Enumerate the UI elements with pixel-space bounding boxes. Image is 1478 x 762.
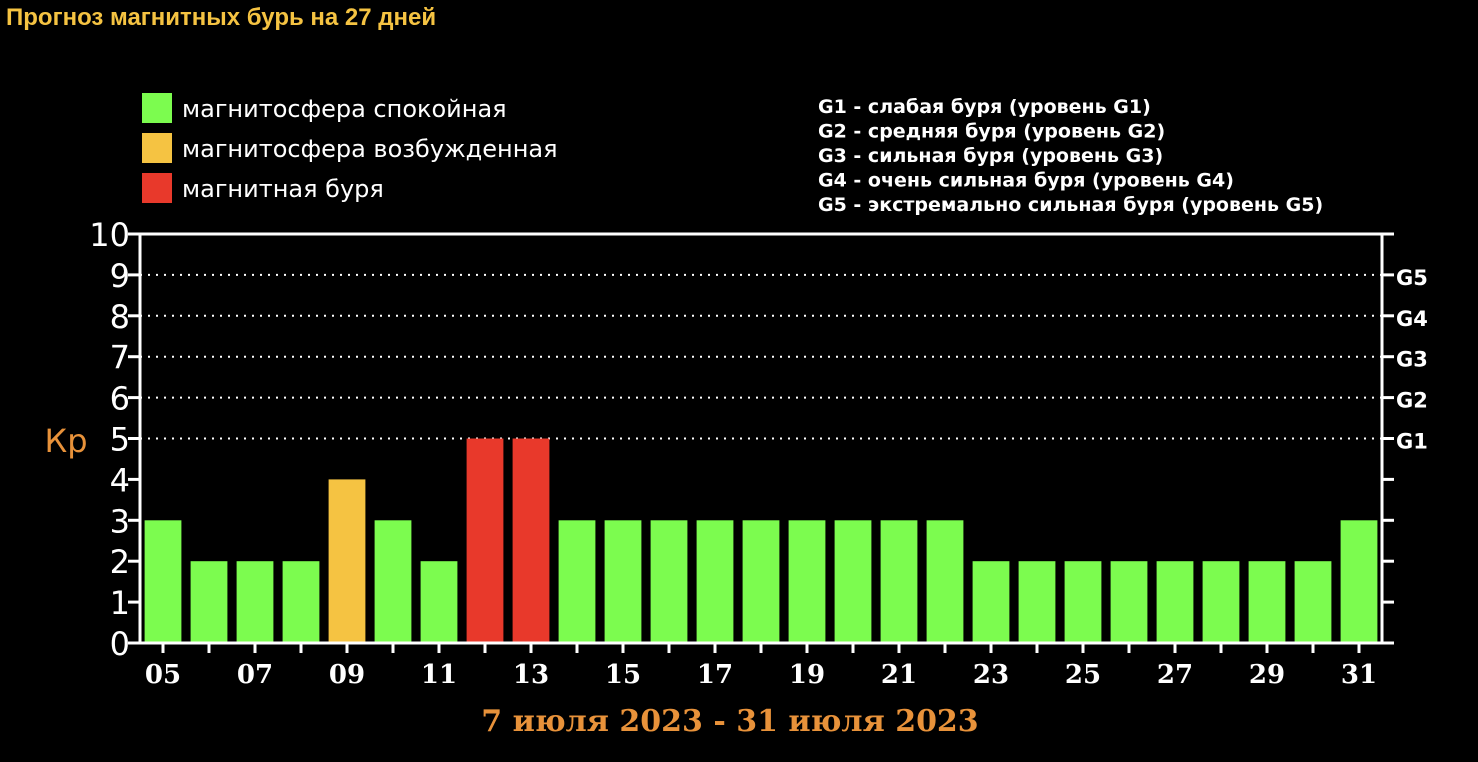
x-tick-label: 07 xyxy=(237,660,273,690)
y-tick-label: 1 xyxy=(110,584,130,622)
y-tick-label: 10 xyxy=(89,216,130,254)
bar-day-09 xyxy=(328,479,366,643)
x-tick-label: 11 xyxy=(421,660,457,690)
bar-day-31 xyxy=(1340,520,1378,643)
bar-day-15 xyxy=(604,520,642,643)
x-axis-ticks: 05 07 09 11 13 15 17 19 21 23 25 27 29 31 xyxy=(145,643,1377,690)
legend-label: магнитосфера спокойная xyxy=(182,95,507,123)
x-tick-label: 27 xyxy=(1157,660,1193,690)
bar-day-23 xyxy=(972,561,1010,643)
g-level-legend: G1 - слабая буря (уровень G1) G2 - средня… xyxy=(818,96,1323,216)
y-tick-label: 5 xyxy=(110,421,130,459)
x-tick-label: 15 xyxy=(605,660,641,690)
bars xyxy=(144,438,1378,643)
x-tick-label: 13 xyxy=(513,660,549,690)
bar-day-27 xyxy=(1156,561,1194,643)
x-tick-label: 25 xyxy=(1065,660,1101,690)
legend-label: магнитная буря xyxy=(182,175,384,203)
g-level-description: G1 - слабая буря (уровень G1) xyxy=(818,96,1151,118)
g-level-label-g3: G3 xyxy=(1396,348,1428,372)
x-axis-label: 7 июля 2023 - 31 июля 2023 xyxy=(481,704,978,739)
y-tick-label: 4 xyxy=(110,461,130,499)
bar-day-18 xyxy=(742,520,780,643)
bar-day-05 xyxy=(144,520,182,643)
bar-day-10 xyxy=(374,520,412,643)
x-tick-label: 05 xyxy=(145,660,181,690)
bar-day-30 xyxy=(1294,561,1332,643)
x-tick-label: 23 xyxy=(973,660,1009,690)
x-tick-label: 21 xyxy=(881,660,917,690)
x-tick-label: 29 xyxy=(1249,660,1285,690)
y-tick-label: 6 xyxy=(110,380,130,418)
g-level-label-g4: G4 xyxy=(1396,307,1428,331)
color-legend: магнитосфера спокойная магнитосфера возбу… xyxy=(142,93,558,203)
bar-day-07 xyxy=(236,561,274,643)
bar-day-13 xyxy=(512,438,550,643)
bar-day-28 xyxy=(1202,561,1240,643)
bar-day-08 xyxy=(282,561,320,643)
g-level-label-g2: G2 xyxy=(1396,389,1428,413)
x-tick-label: 17 xyxy=(697,660,733,690)
bar-day-14 xyxy=(558,520,596,643)
bar-day-24 xyxy=(1018,561,1056,643)
bar-day-25 xyxy=(1064,561,1102,643)
bar-day-12 xyxy=(466,438,504,643)
g-level-label-g5: G5 xyxy=(1396,266,1428,290)
bar-day-17 xyxy=(696,520,734,643)
legend-swatch xyxy=(142,133,172,163)
bar-day-19 xyxy=(788,520,826,643)
bar-day-21 xyxy=(880,520,918,643)
bar-day-26 xyxy=(1110,561,1148,643)
legend-label: магнитосфера возбужденная xyxy=(182,135,558,163)
x-tick-label: 09 xyxy=(329,660,365,690)
y-tick-label: 3 xyxy=(110,502,130,540)
y-tick-label: 0 xyxy=(110,625,130,663)
legend-swatch xyxy=(142,173,172,203)
x-tick-label: 19 xyxy=(789,660,825,690)
y-tick-label: 8 xyxy=(110,298,130,336)
bar-day-22 xyxy=(926,520,964,643)
g-level-description: G3 - сильная буря (уровень G3) xyxy=(818,145,1163,167)
y-tick-label: 2 xyxy=(110,543,130,581)
bar-day-20 xyxy=(834,520,872,643)
gridlines xyxy=(140,273,1382,440)
x-tick-label: 31 xyxy=(1341,660,1377,690)
g-level-description: G4 - очень сильная буря (уровень G4) xyxy=(818,170,1234,192)
y-axis-label: Кр xyxy=(44,422,87,460)
g-level-label-g1: G1 xyxy=(1396,430,1428,454)
bar-day-11 xyxy=(420,561,458,643)
g-level-description: G5 - экстремально сильная буря (уровень … xyxy=(818,194,1323,216)
g-level-description: G2 - средняя буря (уровень G2) xyxy=(818,121,1165,143)
g-axis-ticks: G1 G2 G3 G4 G5 xyxy=(1382,232,1428,645)
page-title: Прогноз магнитных бурь на 27 дней xyxy=(6,4,437,31)
y-tick-label: 9 xyxy=(110,257,130,295)
legend-swatch xyxy=(142,93,172,123)
bar-day-06 xyxy=(190,561,228,643)
y-tick-label: 7 xyxy=(110,339,130,377)
bar-day-29 xyxy=(1248,561,1286,643)
bar-day-16 xyxy=(650,520,688,643)
